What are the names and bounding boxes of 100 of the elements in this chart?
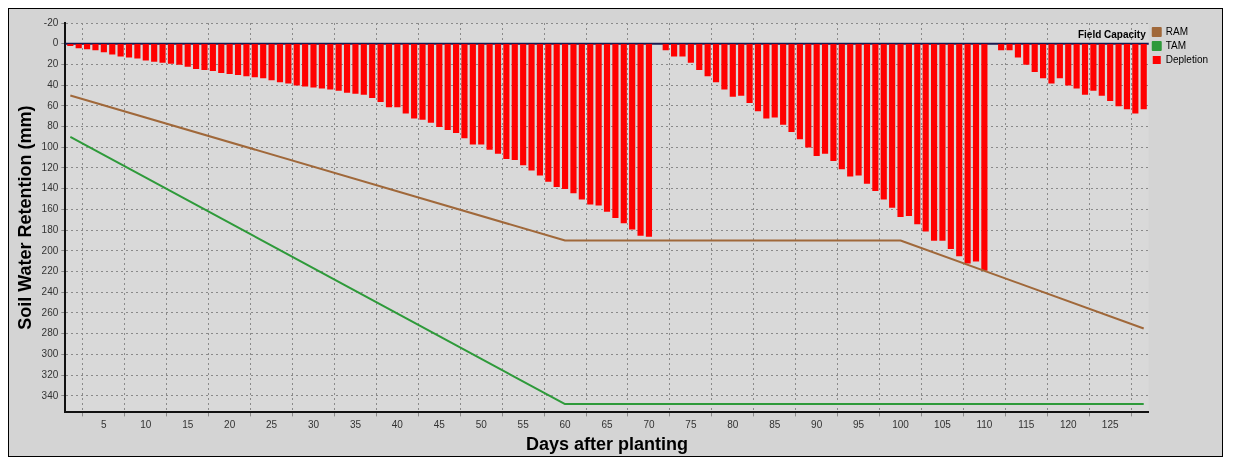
bar — [318, 43, 325, 89]
bar — [763, 43, 770, 119]
y-tick-label: 100 — [41, 141, 59, 153]
bar — [603, 43, 611, 212]
x-tick-label: 115 — [1018, 419, 1035, 431]
bar — [327, 43, 334, 90]
bar — [167, 43, 175, 64]
x-tick-label: 50 — [475, 419, 488, 431]
y-tick-label: 220 — [41, 265, 59, 277]
bar — [821, 43, 829, 154]
bar — [528, 43, 535, 171]
y-tick-label: 80 — [47, 120, 59, 132]
bar — [1123, 43, 1131, 110]
bar — [251, 43, 258, 78]
y-tick-label: 0 — [52, 37, 59, 49]
bar — [687, 43, 694, 63]
bar — [134, 43, 141, 59]
bar — [1023, 43, 1030, 65]
x-tick-label: 60 — [559, 419, 572, 431]
bar — [964, 43, 971, 264]
x-tick-label: 85 — [769, 419, 781, 431]
x-tick-label: 75 — [685, 419, 697, 431]
bar — [243, 43, 250, 77]
bar — [1132, 43, 1139, 114]
bar — [947, 43, 954, 250]
bar — [109, 43, 116, 55]
bar — [889, 43, 896, 208]
bar — [838, 43, 845, 170]
bar — [712, 43, 720, 83]
bar — [226, 43, 233, 75]
bar — [981, 43, 988, 271]
bar — [905, 43, 912, 216]
x-axis-title: Days after planting — [525, 434, 689, 455]
bar — [385, 43, 393, 108]
bar — [578, 43, 585, 200]
bar — [478, 43, 485, 145]
x-tick-label: 100 — [892, 419, 910, 431]
bar — [629, 43, 636, 230]
bar — [880, 43, 887, 200]
bar — [847, 43, 854, 177]
bar — [813, 43, 820, 156]
x-tick-label: 45 — [433, 419, 446, 431]
bar — [511, 43, 518, 161]
y-tick-label: 160 — [41, 203, 59, 215]
bar — [553, 43, 560, 187]
y-tick-label: 300 — [41, 348, 59, 360]
y-tick-label: 180 — [41, 223, 59, 235]
bar — [142, 43, 149, 61]
bar — [444, 43, 451, 130]
bar — [704, 43, 711, 77]
bar — [1115, 43, 1122, 107]
bar — [771, 43, 778, 118]
legend-label: Depletion — [1165, 53, 1209, 65]
bar — [100, 43, 107, 53]
bar — [721, 43, 728, 90]
bar — [587, 43, 594, 205]
bar — [268, 43, 275, 81]
bar — [201, 43, 208, 70]
x-tick-label: 55 — [517, 419, 530, 431]
bar — [679, 43, 686, 57]
bar — [419, 43, 426, 120]
bar — [84, 43, 91, 50]
bar — [276, 43, 284, 83]
bar — [260, 43, 267, 79]
bar — [922, 43, 929, 232]
x-tick-label: 20 — [224, 419, 236, 431]
x-tick-label: 15 — [182, 419, 194, 431]
bar — [1040, 43, 1047, 79]
bar — [335, 43, 342, 91]
bar — [360, 43, 367, 95]
bar — [520, 43, 527, 166]
x-tick-label: 30 — [307, 419, 320, 431]
legend-label: TAM — [1165, 39, 1187, 51]
bar — [184, 43, 191, 67]
bar — [486, 43, 493, 150]
bar — [796, 43, 803, 140]
bar — [469, 43, 476, 145]
bar — [218, 43, 225, 74]
bar — [1006, 43, 1013, 51]
y-tick-label: 120 — [41, 161, 59, 173]
bar — [1031, 43, 1038, 73]
x-tick-label: 10 — [140, 419, 152, 431]
bar — [536, 43, 544, 176]
x-tick-label: 5 — [101, 419, 108, 431]
bar — [1056, 43, 1063, 79]
bar — [151, 43, 158, 62]
y-tick-label: 200 — [41, 244, 59, 256]
bar — [209, 43, 216, 71]
x-tick-label: 90 — [811, 419, 823, 431]
ref-line-label: Field Capacity — [1077, 29, 1147, 41]
bar — [855, 43, 862, 176]
bar — [863, 43, 871, 184]
bar — [788, 43, 795, 133]
bar — [427, 43, 434, 123]
bar — [92, 43, 99, 51]
bar — [671, 43, 678, 57]
y-tick-label: 320 — [41, 368, 59, 380]
bar — [1081, 43, 1089, 95]
x-tick-label: 70 — [643, 419, 655, 431]
x-tick-label: 110 — [976, 419, 993, 431]
